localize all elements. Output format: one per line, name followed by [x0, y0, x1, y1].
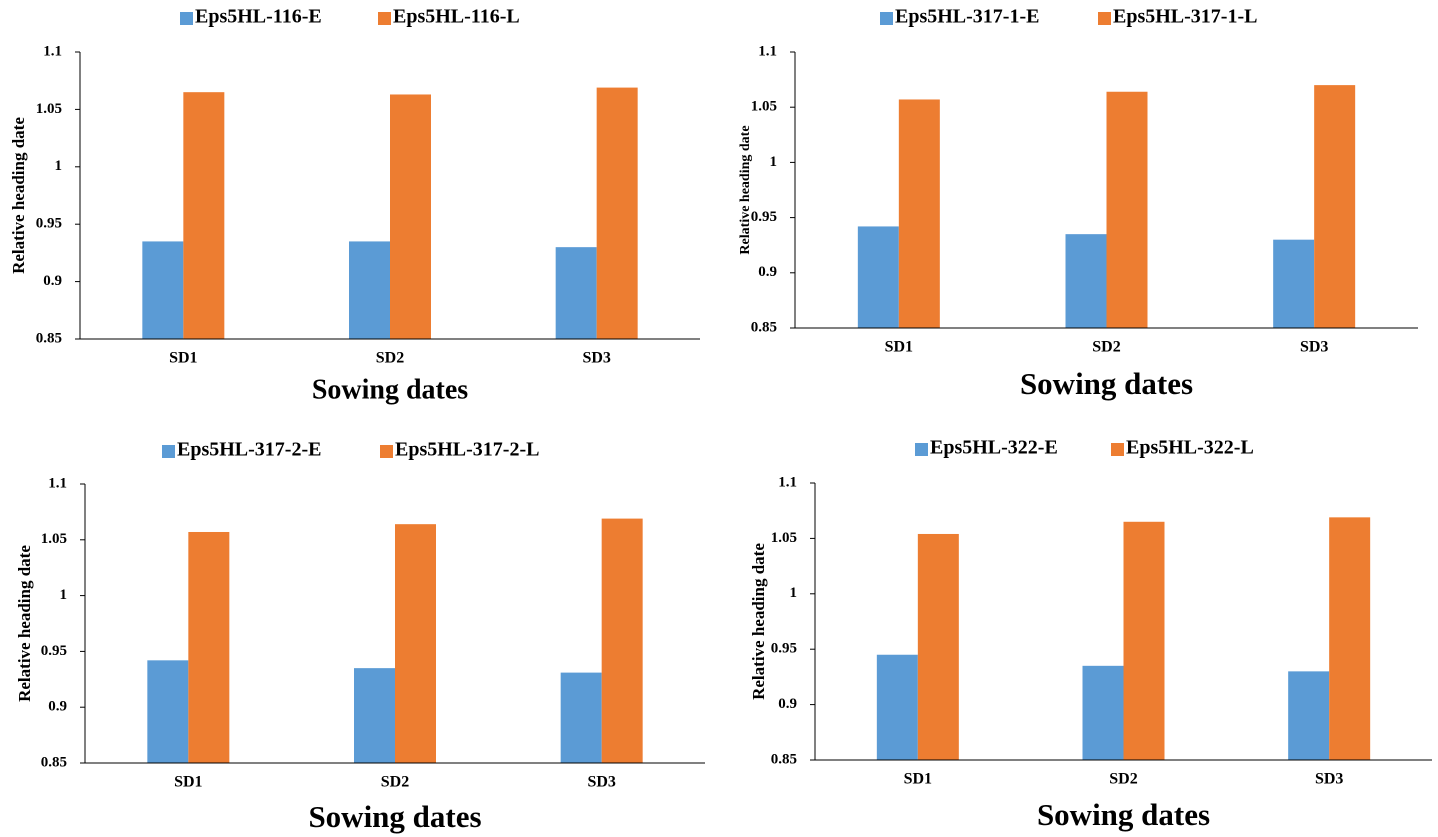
y-tick-label: 1.05: [771, 530, 797, 546]
legend-label: Eps5HL-116-L: [393, 6, 520, 28]
legend-swatch: [915, 443, 928, 456]
legend-swatch: [880, 12, 893, 25]
bar: [596, 87, 638, 339]
y-tick-label: 0.85: [36, 330, 62, 346]
legend-swatch: [180, 12, 193, 25]
legend-label: Eps5HL-317-2-L: [395, 439, 539, 461]
legend-label: Eps5HL-317-1-E: [895, 6, 1039, 28]
y-tick-label: 1.05: [36, 101, 62, 117]
bar: [183, 92, 225, 340]
y-tick-label: 1.05: [41, 531, 67, 547]
bar: [354, 668, 395, 763]
bar: [390, 94, 431, 339]
x-tick-label: SD1: [885, 339, 913, 356]
y-tick-label: 0.9: [48, 699, 67, 715]
bar: [1082, 665, 1124, 760]
legend-label: Eps5HL-322-E: [930, 437, 1058, 459]
bar: [898, 99, 940, 328]
y-axis-label: Relative heading date: [15, 545, 34, 702]
x-axis-label: Sowing dates: [1020, 366, 1193, 401]
x-tick-label: SD1: [174, 774, 202, 791]
bar: [876, 654, 918, 760]
legend-label: Eps5HL-317-1-L: [1113, 6, 1257, 28]
y-tick-label: 1: [60, 587, 68, 603]
y-tick-label: 1.1: [758, 43, 777, 59]
y-tick-label: 0.85: [751, 319, 777, 335]
bar: [560, 672, 602, 763]
y-tick-label: 0.95: [36, 216, 62, 232]
y-tick-label: 0.85: [771, 751, 797, 767]
legend-label: Eps5HL-317-2-E: [177, 439, 321, 461]
bar: [1123, 521, 1165, 760]
x-tick-label: SD2: [381, 774, 409, 791]
x-axis-label: Sowing dates: [308, 799, 481, 834]
bar: [1288, 671, 1330, 760]
x-tick-label: SD3: [587, 774, 615, 791]
y-tick-label: 1.1: [48, 475, 67, 491]
bar: [601, 518, 643, 763]
legend-swatch: [162, 445, 175, 458]
bar: [147, 660, 189, 763]
y-tick-label: 1.05: [751, 99, 777, 115]
y-tick-label: 0.95: [41, 643, 67, 659]
x-tick-label: SD2: [1092, 339, 1120, 356]
y-tick-label: 0.95: [771, 641, 797, 657]
x-tick-label: SD3: [1300, 339, 1328, 356]
y-tick-label: 0.85: [41, 754, 67, 770]
bar: [142, 241, 184, 339]
bar: [1273, 239, 1315, 328]
legend-swatch: [380, 445, 393, 458]
legend-label: Eps5HL-322-L: [1126, 437, 1254, 459]
x-tick-label: SD1: [904, 771, 932, 788]
bar: [1314, 85, 1356, 329]
y-axis-label: Relative heading date: [738, 125, 753, 254]
legend-swatch: [1111, 443, 1124, 456]
legend-label: Eps5HL-116-E: [195, 6, 322, 28]
y-tick-label: 1: [770, 154, 778, 170]
y-tick-label: 1.1: [43, 43, 62, 59]
bar: [1065, 234, 1107, 328]
bar: [395, 524, 436, 763]
bar: [188, 531, 230, 763]
x-tick-label: SD2: [376, 350, 404, 367]
bar: [555, 247, 597, 339]
y-tick-label: 0.95: [751, 209, 777, 225]
x-tick-label: SD3: [1315, 771, 1343, 788]
bar: [1106, 91, 1148, 328]
bar: [1329, 517, 1371, 760]
legend-swatch: [378, 12, 391, 25]
bar: [917, 533, 959, 760]
bar: [349, 241, 390, 339]
legend-swatch: [1098, 12, 1111, 25]
y-axis-label: Relative heading date: [9, 117, 28, 274]
y-tick-label: 1: [55, 158, 63, 174]
y-tick-label: 0.9: [778, 696, 797, 712]
y-tick-label: 1: [790, 585, 798, 601]
x-tick-label: SD3: [582, 350, 610, 367]
x-tick-label: SD1: [169, 350, 197, 367]
y-axis-label: Relative heading date: [749, 543, 768, 700]
x-axis-label: Sowing dates: [1037, 797, 1210, 832]
x-axis-label: Sowing dates: [312, 374, 468, 405]
bar: [857, 226, 899, 328]
y-tick-label: 1.1: [778, 474, 797, 490]
y-tick-label: 0.9: [43, 273, 62, 289]
x-tick-label: SD2: [1109, 771, 1137, 788]
y-tick-label: 0.9: [758, 264, 777, 280]
